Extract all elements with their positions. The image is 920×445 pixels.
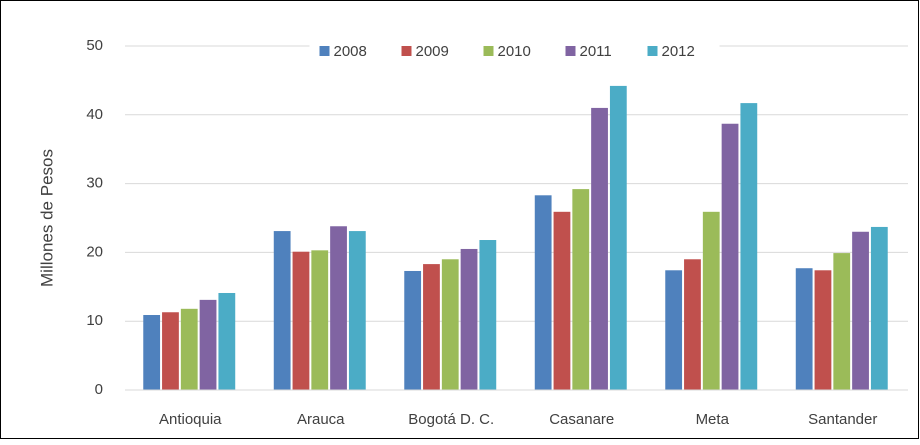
bar	[311, 250, 329, 390]
bar	[702, 211, 720, 390]
y-tick-label: 50	[86, 37, 103, 54]
bar	[330, 226, 347, 390]
bar	[404, 270, 422, 390]
x-tick-label: Santander	[808, 411, 877, 428]
bar	[609, 85, 627, 391]
bar	[665, 270, 683, 390]
y-tick-label: 30	[86, 175, 103, 192]
bar	[814, 270, 832, 390]
bar	[740, 103, 758, 390]
legend-label: 2011	[580, 43, 612, 60]
bar	[199, 299, 217, 390]
legend-label: 2008	[334, 43, 367, 60]
bar	[721, 123, 739, 390]
legend-label: 2012	[662, 43, 695, 60]
bar	[273, 231, 291, 390]
legend-swatch	[647, 46, 658, 56]
x-tick-label: Casanare	[549, 411, 614, 428]
legend-swatch	[319, 46, 330, 56]
x-tick-label: Arauca	[297, 411, 345, 428]
bar	[684, 259, 701, 390]
bar	[460, 248, 478, 390]
bar	[870, 226, 888, 390]
bar	[795, 268, 813, 390]
bar	[833, 253, 851, 390]
bar	[348, 231, 366, 390]
bar	[423, 264, 440, 390]
legend-swatch	[401, 46, 412, 56]
y-tick-label: 10	[86, 312, 103, 329]
legend-swatch	[483, 46, 494, 56]
bar	[292, 251, 310, 390]
y-tick-label: 40	[86, 106, 103, 123]
bar	[852, 231, 869, 390]
x-tick-label: Meta	[696, 411, 730, 428]
legend-label: 2009	[416, 43, 449, 60]
legend-label: 2010	[498, 43, 531, 60]
bar	[479, 240, 497, 390]
bar	[591, 107, 608, 391]
x-tick-label: Bogotá D. C.	[408, 411, 494, 428]
bar	[162, 312, 179, 390]
bar	[143, 315, 161, 390]
bar	[534, 195, 552, 390]
x-tick-label: Antioquia	[159, 411, 222, 428]
bar	[218, 292, 236, 390]
bar	[441, 259, 459, 390]
y-tick-label: 20	[86, 243, 103, 260]
legend-swatch	[565, 46, 576, 56]
y-axis-label: Millones de Pesos	[37, 149, 56, 287]
bar	[553, 211, 571, 390]
y-tick-label: 0	[95, 381, 103, 398]
bar	[572, 189, 590, 390]
bar	[180, 308, 198, 390]
